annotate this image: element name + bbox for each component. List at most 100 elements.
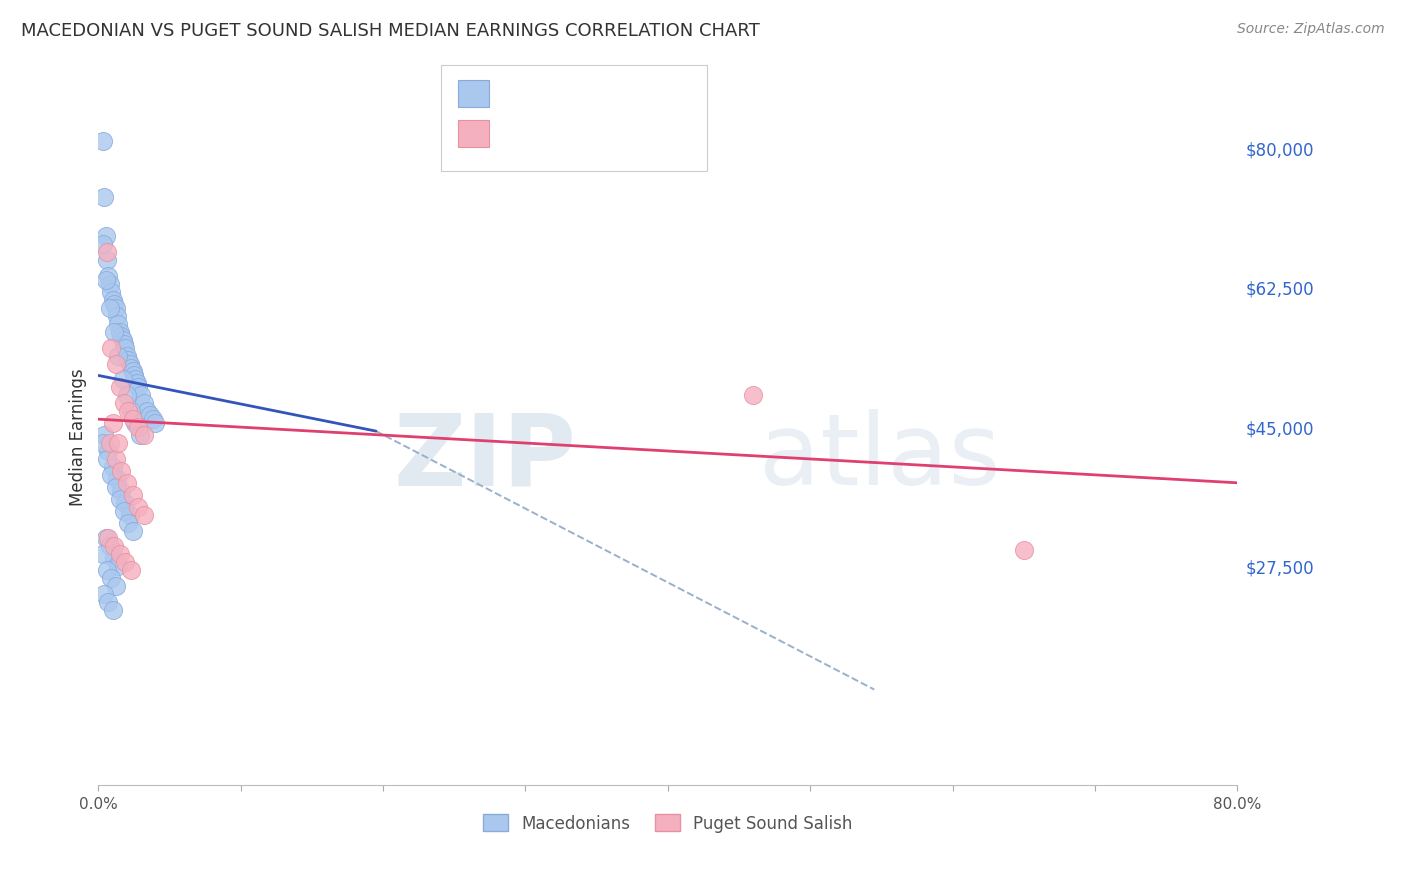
Point — [114, 341, 136, 355]
Point — [98, 540, 121, 554]
Text: MACEDONIAN VS PUGET SOUND SALISH MEDIAN EARNINGS CORRELATION CHART: MACEDONIAN VS PUGET SOUND SALISH MEDIAN … — [21, 22, 759, 40]
Text: -0.226: -0.226 — [540, 125, 593, 143]
Point — [111, 333, 134, 347]
Point — [94, 532, 117, 546]
Point — [108, 380, 131, 394]
Text: R =: R = — [498, 85, 534, 103]
Point — [135, 404, 157, 418]
Point — [107, 317, 129, 331]
Point — [112, 503, 135, 517]
Point — [104, 301, 127, 315]
Point — [1012, 543, 1035, 558]
Point — [141, 412, 163, 426]
Point — [124, 372, 146, 386]
Point — [96, 452, 118, 467]
Point — [127, 500, 149, 514]
Point — [105, 472, 128, 486]
Point — [120, 563, 142, 577]
Text: Source: ZipAtlas.com: Source: ZipAtlas.com — [1237, 22, 1385, 37]
Point — [132, 396, 155, 410]
Text: 68: 68 — [645, 85, 666, 103]
Point — [97, 595, 120, 609]
Point — [118, 357, 141, 371]
Point — [115, 349, 138, 363]
Point — [91, 237, 114, 252]
Point — [91, 436, 114, 450]
Point — [94, 229, 117, 244]
Point — [110, 483, 132, 498]
Text: N =: N = — [603, 85, 640, 103]
Point — [112, 336, 135, 351]
Text: N =: N = — [603, 125, 640, 143]
Point — [104, 452, 127, 467]
Point — [132, 428, 155, 442]
Point — [107, 559, 129, 574]
Point — [114, 555, 136, 569]
Point — [100, 467, 122, 482]
Point — [145, 416, 167, 430]
Point — [103, 540, 125, 554]
Point — [101, 416, 124, 430]
Point — [118, 508, 141, 522]
Point — [121, 412, 143, 426]
Point — [115, 475, 138, 490]
Point — [115, 388, 138, 402]
Point — [125, 376, 148, 391]
Point — [97, 444, 120, 458]
Point — [104, 480, 127, 494]
Point — [132, 508, 155, 522]
Point — [742, 388, 765, 402]
Point — [108, 325, 131, 339]
Point — [128, 428, 150, 442]
Point — [121, 364, 143, 378]
Point — [93, 189, 115, 203]
Point — [96, 563, 118, 577]
Point — [101, 459, 124, 474]
Point — [98, 436, 121, 450]
Point — [96, 245, 118, 260]
Point — [120, 404, 142, 418]
Point — [101, 293, 124, 307]
Point — [117, 404, 139, 418]
Point — [103, 325, 125, 339]
Point — [93, 428, 115, 442]
Text: atlas: atlas — [759, 409, 1001, 507]
Point — [91, 547, 114, 561]
Point — [124, 416, 146, 430]
Point — [103, 551, 125, 566]
Point — [97, 532, 120, 546]
Point — [91, 134, 114, 148]
Point — [110, 328, 132, 343]
Point — [120, 360, 142, 375]
Text: 25: 25 — [645, 125, 666, 143]
Point — [108, 491, 131, 506]
Point — [117, 516, 139, 530]
Point — [105, 309, 128, 323]
Point — [100, 341, 122, 355]
Point — [98, 277, 121, 291]
Point — [101, 603, 124, 617]
Point — [112, 396, 135, 410]
Point — [97, 268, 120, 283]
Point — [98, 301, 121, 315]
Point — [138, 408, 160, 422]
Point — [100, 571, 122, 585]
Point — [104, 579, 127, 593]
Point — [121, 488, 143, 502]
Point — [129, 388, 152, 402]
Y-axis label: Median Earnings: Median Earnings — [69, 368, 87, 506]
Point — [110, 464, 132, 478]
Point — [122, 368, 145, 383]
Point — [93, 587, 115, 601]
Point — [100, 285, 122, 299]
Point — [117, 352, 139, 367]
Point — [103, 297, 125, 311]
Point — [127, 420, 149, 434]
Point — [127, 380, 149, 394]
Point — [96, 253, 118, 268]
Point — [114, 496, 136, 510]
Point — [104, 357, 127, 371]
Legend: Macedonians, Puget Sound Salish: Macedonians, Puget Sound Salish — [477, 808, 859, 839]
Text: -0.154: -0.154 — [540, 85, 593, 103]
Point — [107, 349, 129, 363]
